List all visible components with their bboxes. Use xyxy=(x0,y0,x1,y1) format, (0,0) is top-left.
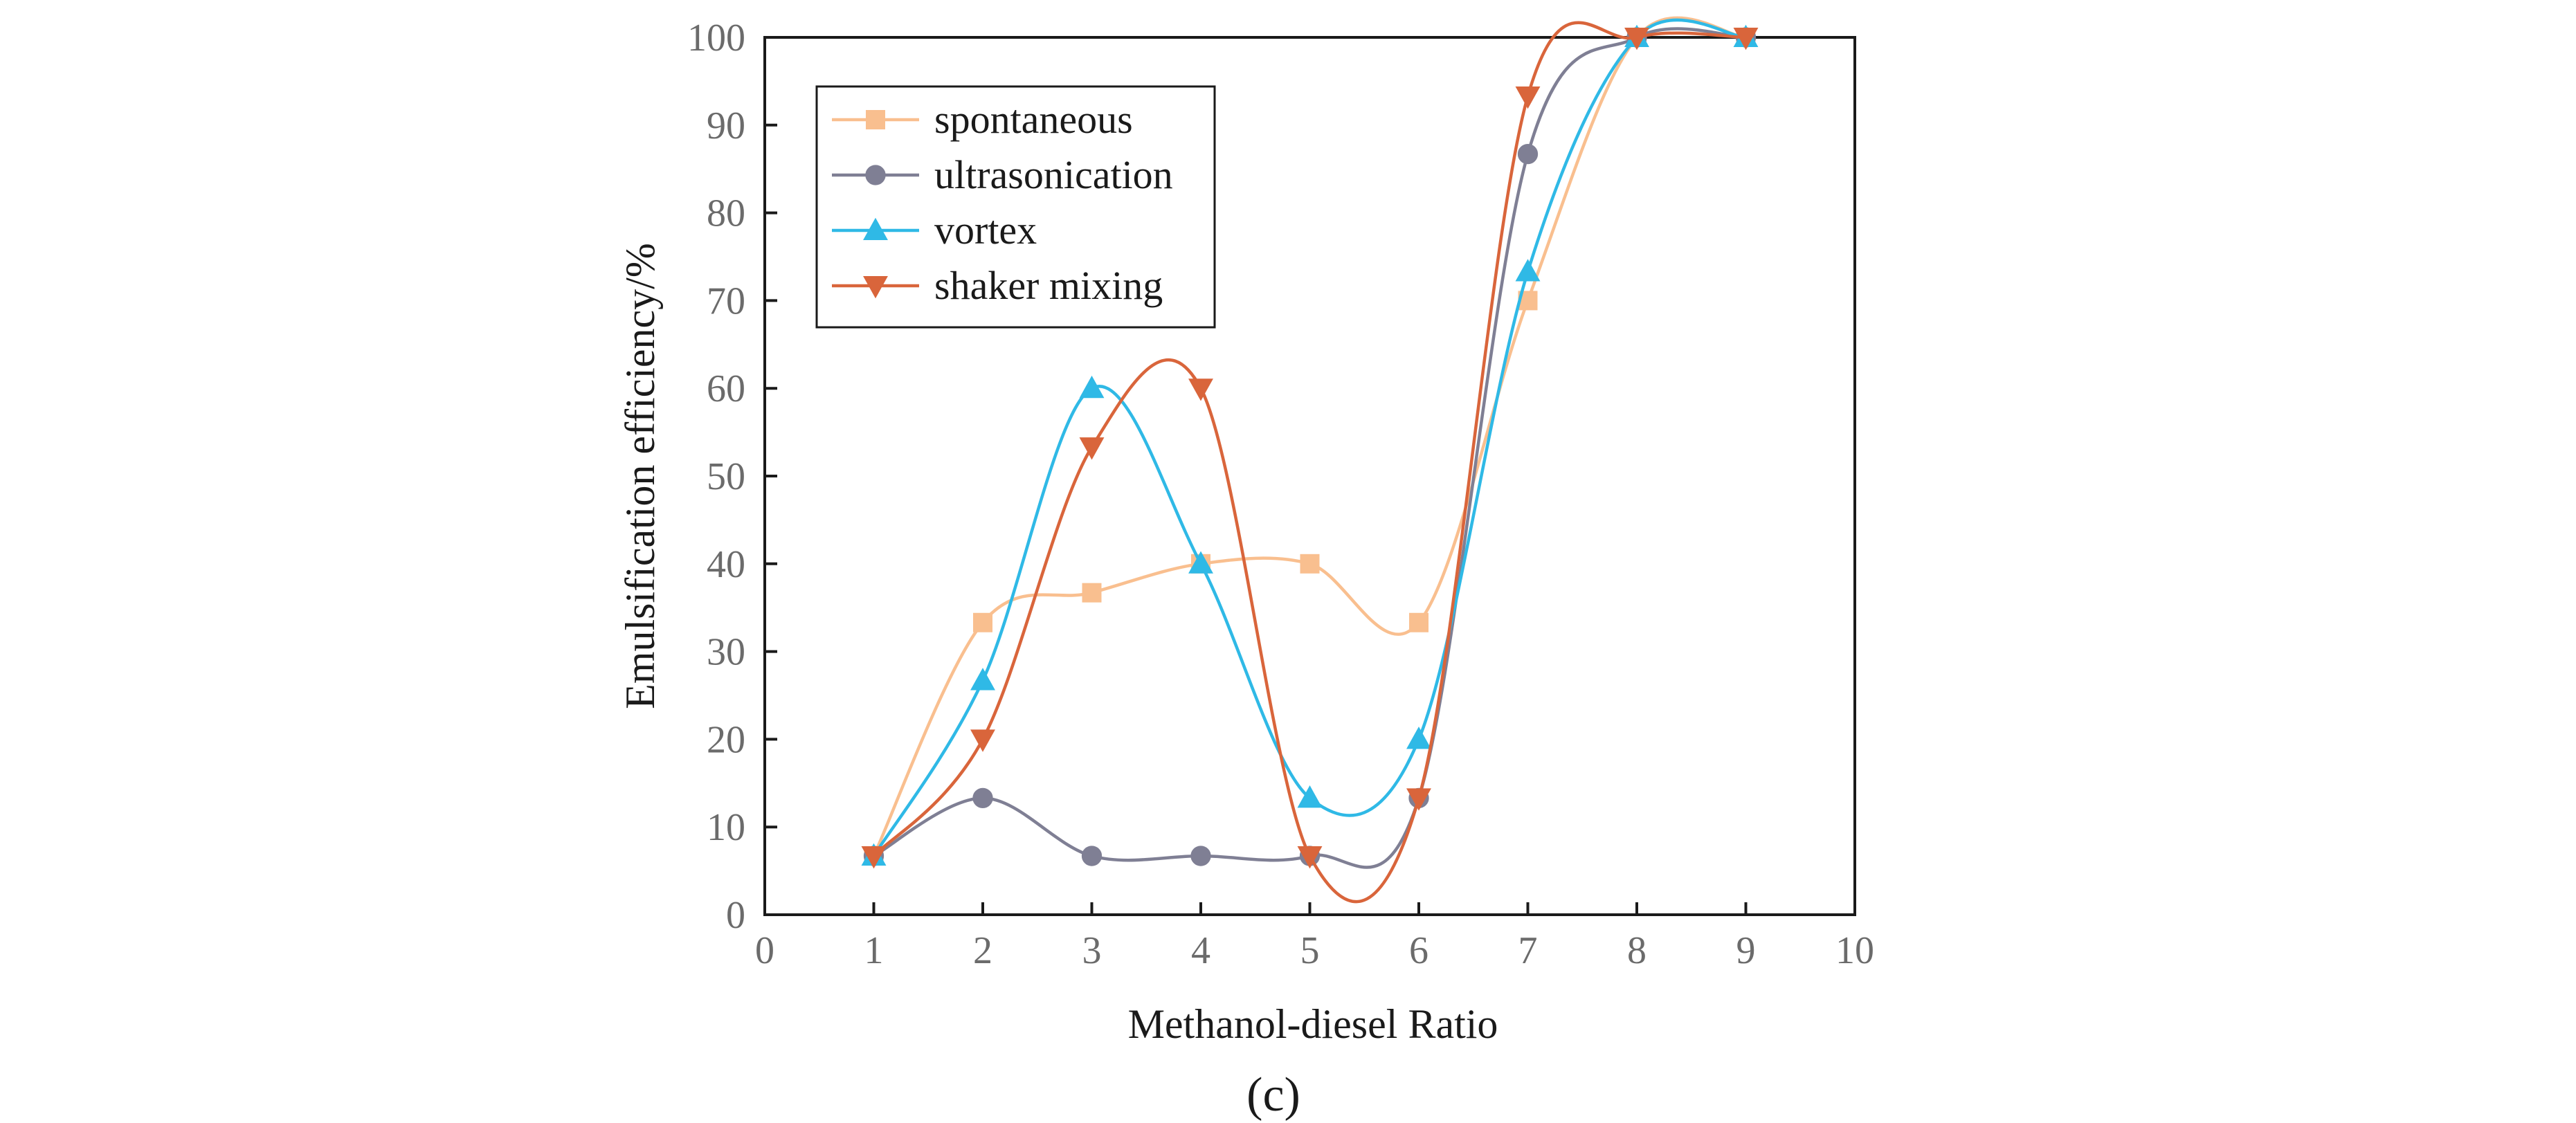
series-shaker-mixing xyxy=(861,21,1759,904)
series-group xyxy=(861,16,1759,904)
data-point xyxy=(1406,788,1431,811)
y-tick-label: 30 xyxy=(707,631,745,674)
data-point xyxy=(1190,846,1211,866)
x-tick-label: 7 xyxy=(1518,929,1538,972)
y-tick-label: 50 xyxy=(707,455,745,498)
y-tick-label: 0 xyxy=(726,894,745,937)
panel-label: (c) xyxy=(1246,1068,1300,1122)
x-tick-label: 1 xyxy=(864,929,884,972)
x-tick-label: 6 xyxy=(1409,929,1428,972)
x-tick-label: 8 xyxy=(1627,929,1647,972)
x-axis-title: Methanol-diesel Ratio xyxy=(1128,1001,1498,1047)
x-tick-label: 0 xyxy=(755,929,774,972)
data-point xyxy=(970,729,995,752)
data-point xyxy=(1188,378,1213,401)
y-tick-label: 90 xyxy=(707,104,745,147)
legend-marker xyxy=(863,217,888,240)
data-point xyxy=(970,668,995,691)
legend-label: ultrasonication xyxy=(934,152,1173,197)
legend-marker xyxy=(865,165,886,185)
x-tick-label: 4 xyxy=(1191,929,1210,972)
x-tick-label: 5 xyxy=(1300,929,1320,972)
data-point xyxy=(973,612,992,632)
y-tick-label: 60 xyxy=(707,367,745,410)
legend: spontaneous ultrasonication vortex shaker m… xyxy=(815,85,1216,329)
x-tick-label: 10 xyxy=(1835,929,1874,972)
data-point xyxy=(1079,375,1105,399)
y-tick-label: 40 xyxy=(707,543,745,586)
data-point xyxy=(1406,727,1431,749)
y-axis-title: Emulsification efficiency/% xyxy=(617,243,663,709)
data-point xyxy=(972,787,993,809)
y-tick-label: 70 xyxy=(707,280,745,322)
data-point xyxy=(1515,86,1541,109)
data-point xyxy=(1079,437,1105,460)
data-point xyxy=(1188,551,1213,574)
legend-marker xyxy=(863,276,888,299)
series-line xyxy=(872,16,1746,857)
legend-label: vortex xyxy=(934,208,1037,253)
x-tick-label: 2 xyxy=(973,929,992,972)
legend-label: shaker mixing xyxy=(934,263,1163,308)
data-point xyxy=(1297,785,1323,808)
data-point xyxy=(1082,583,1102,603)
data-point xyxy=(1515,259,1541,282)
y-tick-label: 10 xyxy=(707,806,745,849)
data-point xyxy=(1081,846,1103,866)
data-point xyxy=(1409,612,1428,632)
legend-label: spontaneous xyxy=(934,97,1133,142)
data-point xyxy=(1733,28,1759,51)
series-line xyxy=(873,27,1746,869)
data-point xyxy=(861,846,887,869)
data-point xyxy=(1297,846,1323,869)
data-point xyxy=(1624,28,1649,51)
y-tick-label: 20 xyxy=(707,718,745,761)
data-point xyxy=(1517,143,1539,165)
x-tick-label: 3 xyxy=(1082,929,1102,972)
x-tick-label: 9 xyxy=(1736,929,1756,972)
legend-marker xyxy=(866,110,885,129)
y-tick-label: 100 xyxy=(687,17,745,60)
data-point xyxy=(1300,554,1320,574)
y-tick-label: 80 xyxy=(707,192,745,235)
